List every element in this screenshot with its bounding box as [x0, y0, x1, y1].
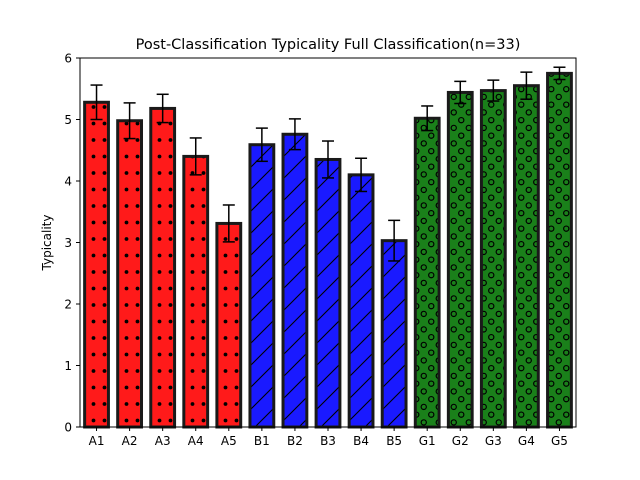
x-tick-label-b1: B1 — [254, 434, 270, 448]
x-tick-label-g2: G2 — [452, 434, 469, 448]
x-tick-label-a2: A2 — [122, 434, 138, 448]
x-tick-label-a5: A5 — [221, 434, 237, 448]
y-axis-title: Typicality — [40, 215, 54, 272]
plot-frame — [79, 57, 577, 428]
bar-hatch-b3 — [316, 159, 340, 427]
bar-hatch-b1 — [249, 144, 274, 427]
bar-hatch-b4 — [349, 174, 373, 427]
x-tick-label-g3: G3 — [485, 434, 502, 448]
bars — [83, 71, 573, 429]
bar-hatch-g4 — [514, 85, 539, 428]
x-tick-label-g5: G5 — [551, 434, 568, 448]
x-tick-label-b3: B3 — [320, 434, 336, 448]
bar-hatch-b2 — [283, 134, 307, 427]
bar-hatch-a4 — [183, 156, 208, 427]
x-tick-label-a3: A3 — [155, 434, 171, 448]
error-bars — [90, 66, 566, 262]
x-tick-label-b5: B5 — [386, 434, 402, 448]
y-tick-label-6: 6 — [64, 52, 72, 66]
bar-hatch-g1 — [415, 118, 440, 428]
y-tick-label-1: 1 — [64, 359, 72, 373]
bar-hatch-g3 — [481, 90, 506, 427]
y-tick-label-5: 5 — [64, 113, 72, 127]
y-tick-label-4: 4 — [64, 175, 72, 189]
bar-hatch-a1 — [84, 102, 109, 427]
y-tick-label-3: 3 — [64, 236, 72, 250]
y-tick-label-0: 0 — [64, 421, 72, 435]
bar-hatch-b5 — [382, 240, 407, 427]
bar-hatch-g2 — [448, 92, 473, 427]
x-tick-label-g4: G4 — [518, 434, 535, 448]
bar-hatch-a2 — [117, 120, 142, 427]
bar-hatch-g5 — [547, 73, 572, 427]
bar-hatch-a3 — [150, 108, 175, 428]
axis-ticks: A1 A2 A3 A4 A5 B1 B2 B3 B4 B5 G1 G2 G3 G4 G5 0 1 2 3 4 5 6 — [64, 52, 568, 449]
x-tick-label-a1: A1 — [89, 434, 105, 448]
x-tick-label-g1: G1 — [419, 434, 436, 448]
x-tick-label-b4: B4 — [353, 434, 369, 448]
x-tick-label-b2: B2 — [287, 434, 303, 448]
x-tick-label-a4: A4 — [188, 434, 204, 448]
bar-hatch-a5 — [216, 223, 241, 427]
y-tick-label-2: 2 — [64, 298, 72, 312]
chart-title: Post-Classification Typicality Full Clas… — [136, 37, 521, 53]
